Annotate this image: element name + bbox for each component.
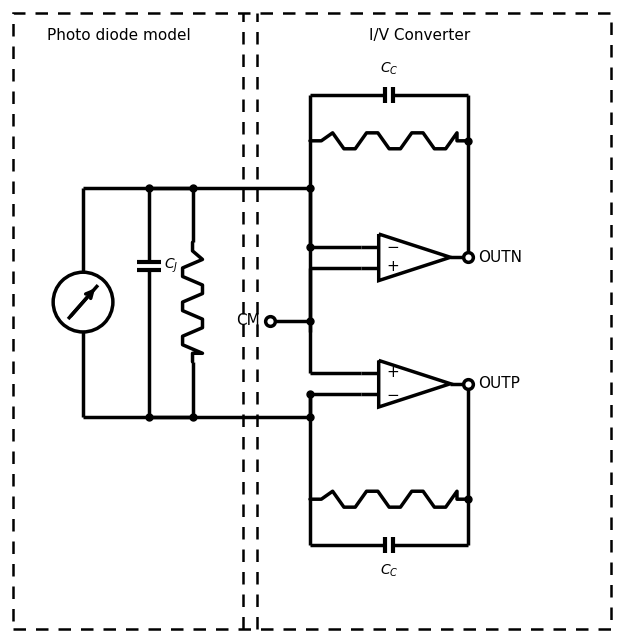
Text: $-$: $-$	[386, 238, 399, 254]
Text: CM: CM	[236, 313, 260, 328]
Text: Photo diode model: Photo diode model	[47, 28, 191, 43]
Text: I/V Converter: I/V Converter	[369, 28, 470, 43]
Text: $C_C$: $C_C$	[380, 61, 398, 77]
Text: OUTN: OUTN	[478, 250, 522, 265]
Text: $-$: $-$	[386, 386, 399, 401]
Text: $+$: $+$	[386, 365, 399, 379]
Text: OUTP: OUTP	[478, 376, 520, 391]
Text: $+$: $+$	[386, 259, 399, 274]
Text: $C_J$: $C_J$	[163, 257, 178, 275]
Text: $C_C$: $C_C$	[380, 563, 398, 579]
